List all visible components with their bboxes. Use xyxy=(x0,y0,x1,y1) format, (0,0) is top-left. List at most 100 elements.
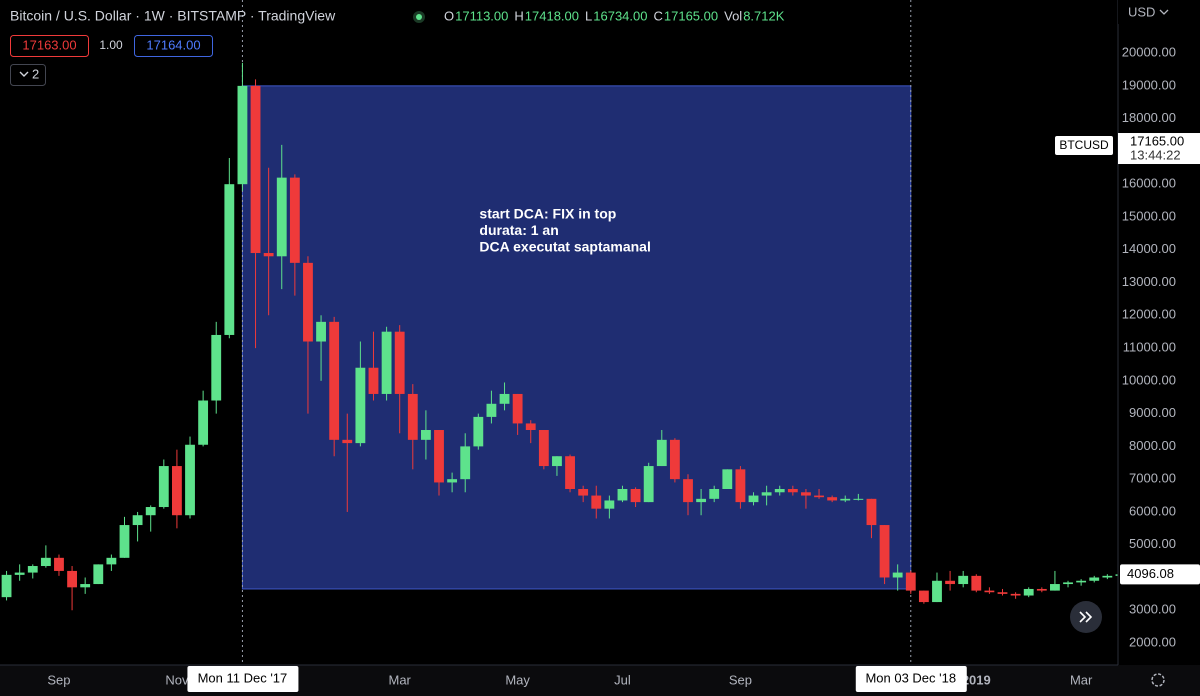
candle-body xyxy=(158,466,169,508)
candle-body xyxy=(1076,580,1087,583)
candle-body xyxy=(787,488,798,493)
candle-body xyxy=(67,570,77,588)
currency-caret[interactable] xyxy=(1159,9,1169,15)
x-tick-label: Mar xyxy=(1070,672,1093,687)
candle-body xyxy=(971,575,982,591)
gear-icon xyxy=(1151,673,1165,687)
ohlc-name: C xyxy=(653,8,662,23)
candle-body xyxy=(945,580,956,585)
candle-body xyxy=(840,498,851,501)
annotation-text: durata: 1 an xyxy=(479,222,558,238)
candle-body xyxy=(748,495,759,503)
buy-button[interactable]: 17164.00 xyxy=(134,35,213,57)
indicators-count: 2 xyxy=(32,66,39,81)
candle-body xyxy=(106,557,117,565)
candle-body xyxy=(1102,575,1113,578)
symbol-name: BTCUSD xyxy=(1059,138,1109,152)
y-tick-label: 13000.00 xyxy=(1122,274,1176,289)
candle-body xyxy=(578,488,589,496)
candle-body xyxy=(54,557,64,571)
crosshair-tag xyxy=(187,666,299,692)
x-tick-label: Sep xyxy=(47,672,70,687)
sell-price: 17163.00 xyxy=(22,37,76,52)
crosshair-label: Mon 11 Dec '17 xyxy=(198,670,288,685)
candle-body xyxy=(604,500,615,509)
candle-body xyxy=(538,430,549,467)
settings-button[interactable] xyxy=(1151,673,1165,687)
y-tick-label: 2000.00 xyxy=(1129,634,1176,649)
candle-body xyxy=(224,184,235,335)
candle-body xyxy=(801,492,811,496)
y-tick-label: 14000.00 xyxy=(1122,241,1176,256)
candle-body xyxy=(565,456,575,489)
candle-body xyxy=(1089,577,1100,581)
price-tag-label: 17165.00 xyxy=(1130,133,1184,148)
candle-body xyxy=(918,590,929,603)
x-tick-label: Mar xyxy=(388,672,411,687)
candle-body xyxy=(132,515,143,526)
candle-body xyxy=(211,334,222,401)
scroll-icon xyxy=(1079,611,1093,623)
candle-body xyxy=(905,572,916,591)
candle-body xyxy=(1,574,12,598)
candle-body xyxy=(630,488,641,503)
candle-body xyxy=(499,393,510,404)
ohlc-value: 17113.00 xyxy=(455,8,508,23)
candle-body xyxy=(14,572,25,575)
candle-body xyxy=(1023,588,1034,596)
candle-body xyxy=(1050,584,1060,591)
candle-body xyxy=(420,430,431,440)
candle-body xyxy=(866,498,877,526)
candle-body xyxy=(735,469,746,503)
candle-body xyxy=(552,456,562,467)
y-tick-label: 11000.00 xyxy=(1123,340,1176,355)
y-tick-label: 10000.00 xyxy=(1122,372,1176,387)
candle-body xyxy=(40,557,51,567)
quantity: 1.00 xyxy=(99,38,123,52)
x-tick-label: May xyxy=(505,672,530,687)
indicators-box xyxy=(10,64,46,86)
ohlc-name: Vol xyxy=(724,8,742,23)
candle-body xyxy=(303,262,313,342)
price-countdown: 13:44:22 xyxy=(1130,147,1181,162)
status-dot xyxy=(416,14,422,20)
candle-body xyxy=(774,488,785,493)
price-tag xyxy=(1118,133,1200,165)
candle-body xyxy=(447,479,458,483)
y-tick-label: 12000.00 xyxy=(1122,307,1176,322)
ohlc-value: 16734.00 xyxy=(593,8,647,23)
candle-body xyxy=(669,439,680,480)
candle-body xyxy=(407,393,418,440)
candle-body xyxy=(997,592,1008,594)
y-tick-label: 3000.00 xyxy=(1129,602,1176,617)
candle-body xyxy=(237,85,248,185)
candle-body xyxy=(93,564,104,585)
candle-body xyxy=(198,400,209,445)
y-tick-label: 8000.00 xyxy=(1129,438,1176,453)
candle-body xyxy=(486,403,497,417)
candle-body xyxy=(80,584,91,588)
symbol-tag xyxy=(1055,136,1113,156)
indicators-toggle[interactable]: 2 xyxy=(10,64,46,86)
sell-box xyxy=(10,35,89,57)
ohlc-name: H xyxy=(514,8,523,23)
candle-body xyxy=(696,498,707,503)
candle-body xyxy=(656,439,667,467)
candle-body xyxy=(185,444,195,516)
candle-body xyxy=(525,423,536,431)
annotation-text: start DCA: FIX in top xyxy=(479,206,616,222)
y-tick-label: 18000.00 xyxy=(1122,110,1176,125)
candle-body xyxy=(1036,588,1047,591)
candle-body xyxy=(289,177,300,263)
annotation-box xyxy=(241,85,912,590)
candle-body xyxy=(1063,582,1073,585)
scroll-button[interactable] xyxy=(1070,601,1102,633)
currency: USD xyxy=(1128,4,1155,19)
buy-price: 17164.00 xyxy=(146,37,200,52)
candle-body xyxy=(709,488,720,499)
candle-body xyxy=(394,331,405,394)
sell-button[interactable]: 17163.00 xyxy=(10,35,89,57)
y-tick-label: 16000.00 xyxy=(1122,176,1176,191)
